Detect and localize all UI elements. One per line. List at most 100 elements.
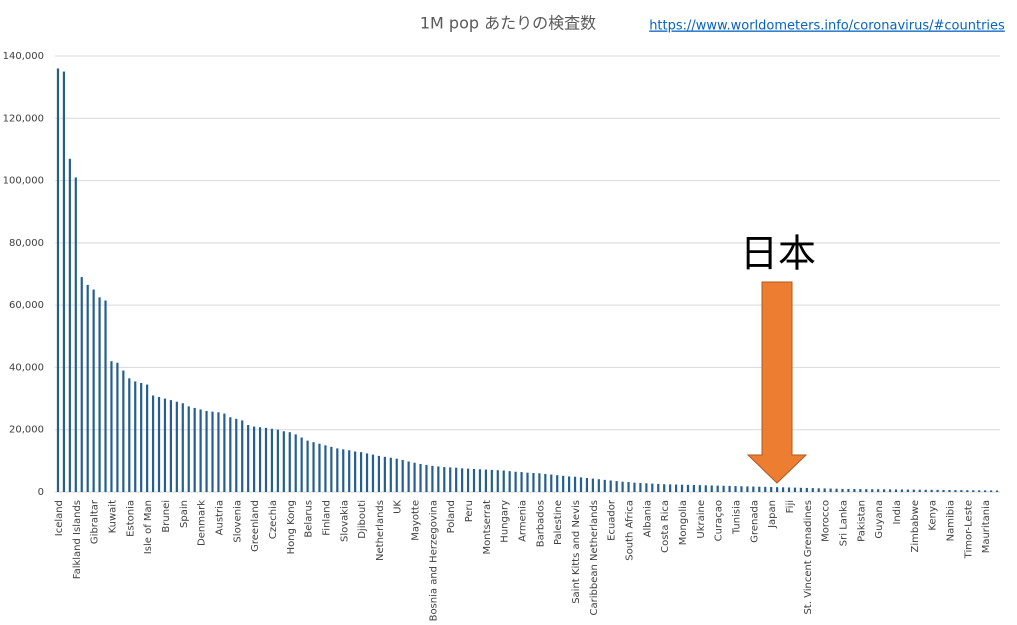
bar <box>199 409 202 492</box>
bar <box>538 473 541 492</box>
bar <box>389 457 392 492</box>
bar <box>68 158 71 492</box>
bar <box>995 490 999 492</box>
bar <box>989 490 993 492</box>
bar <box>966 490 969 492</box>
x-tick-label: Palestine <box>553 500 564 545</box>
chart-title: 1M pop あたりの検査数 <box>420 14 596 33</box>
bar <box>74 177 77 492</box>
bar <box>686 484 690 492</box>
bar <box>865 489 868 492</box>
bar <box>288 432 291 492</box>
x-tick-label: Curaçao <box>714 500 725 541</box>
bar <box>371 454 375 492</box>
bar <box>128 378 131 492</box>
bar <box>657 483 660 492</box>
bar <box>859 489 862 492</box>
source-link[interactable]: https://www.worldometers.info/coronaviru… <box>649 19 1005 34</box>
bar <box>960 490 963 492</box>
bar <box>544 473 547 492</box>
x-tick-label: Hong Kong <box>286 500 297 554</box>
x-tick-label: Albania <box>642 500 653 537</box>
x-tick-label: Zimbabwe <box>910 500 921 553</box>
bar <box>419 463 422 492</box>
bar <box>484 469 487 492</box>
x-tick-label: Spain <box>179 500 190 528</box>
bar <box>431 465 434 492</box>
y-tick-label: 20,000 <box>9 425 44 436</box>
bar <box>758 486 761 492</box>
bar <box>276 429 279 492</box>
bar <box>716 485 719 492</box>
bar <box>835 488 838 492</box>
bar <box>169 400 172 492</box>
bar <box>92 289 95 492</box>
x-tick-label: Timor-Leste <box>963 500 974 559</box>
x-tick-label: Iceland <box>54 500 65 536</box>
x-tick-label: Czechia <box>268 500 279 539</box>
bar <box>472 468 476 492</box>
bar <box>793 487 797 492</box>
bar <box>740 486 743 492</box>
bar <box>253 426 256 492</box>
bar <box>883 489 886 492</box>
bar <box>615 481 618 492</box>
bar <box>722 485 725 492</box>
bar <box>354 451 357 492</box>
bar <box>348 450 351 492</box>
bar <box>211 411 214 492</box>
annotation: 日本 <box>740 232 816 276</box>
bar <box>490 469 493 492</box>
bar <box>140 383 143 492</box>
x-tick-label: Kuwait <box>107 500 118 533</box>
bar <box>258 427 262 492</box>
bar <box>413 462 416 492</box>
bar <box>443 467 446 492</box>
bar <box>972 490 975 492</box>
bar <box>455 467 458 492</box>
x-tick-label: Mauritania <box>981 500 992 553</box>
bar <box>229 417 232 492</box>
bar <box>770 487 773 492</box>
bar <box>728 485 731 492</box>
x-tick-label: Saint Kitts and Nevis <box>571 500 582 604</box>
bar <box>324 445 327 492</box>
bar <box>526 472 529 492</box>
y-tick-label: 60,000 <box>9 300 44 311</box>
x-tick-label: Slovenia <box>232 500 243 543</box>
bar <box>585 477 589 492</box>
y-tick-label: 120,000 <box>3 113 44 124</box>
bar <box>217 412 220 492</box>
bar <box>746 486 749 492</box>
bar <box>645 483 648 492</box>
x-tick-label: Costa Rica <box>660 500 671 553</box>
bar <box>449 467 452 492</box>
bar <box>710 485 713 492</box>
bar <box>163 398 167 492</box>
bar <box>157 397 161 492</box>
bar <box>805 487 808 492</box>
x-tick-label: Barbados <box>535 500 546 547</box>
bar <box>692 484 696 492</box>
x-tick-label: South Africa <box>625 500 636 561</box>
bar <box>894 489 898 492</box>
bar <box>978 490 981 492</box>
bar <box>312 442 315 492</box>
bar <box>734 486 737 492</box>
y-tick-label: 0 <box>38 487 44 498</box>
y-tick-label: 100,000 <box>3 176 44 187</box>
bar <box>187 406 190 492</box>
y-tick-label: 140,000 <box>3 51 44 62</box>
x-tick-label: Ukraine <box>696 500 707 539</box>
bar <box>377 455 381 492</box>
x-tick-label: Montserrat <box>482 500 493 555</box>
bar <box>568 476 571 492</box>
x-tick-label: Isle of Man <box>143 500 154 554</box>
bar <box>597 479 600 492</box>
x-tick-label: Sri Lanka <box>839 500 850 546</box>
x-tick-label: Hungary <box>500 500 511 543</box>
bar <box>936 489 939 492</box>
bar <box>591 478 594 492</box>
bar <box>342 449 345 492</box>
